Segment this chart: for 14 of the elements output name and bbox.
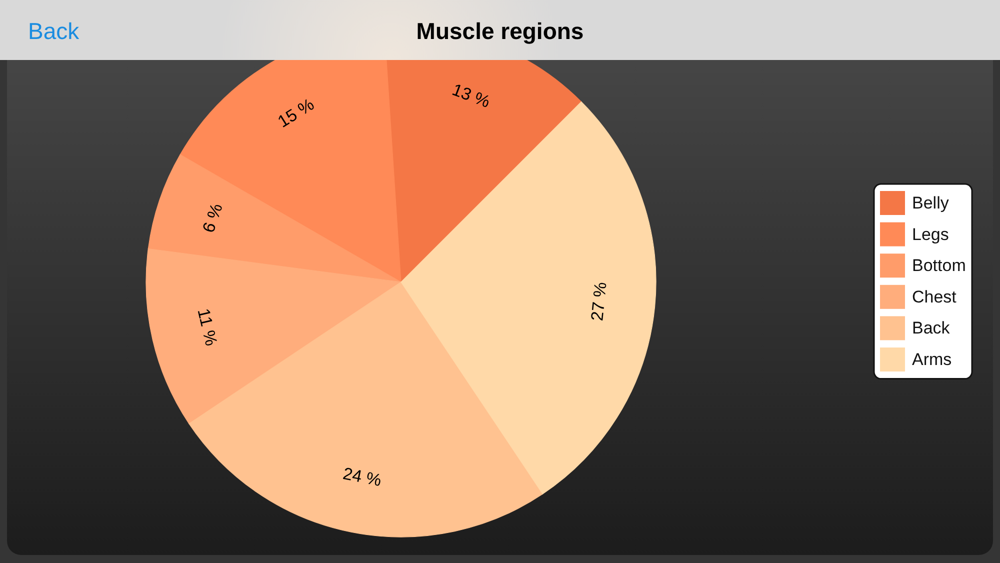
legend-label: Back — [912, 318, 950, 338]
legend-label: Belly — [912, 194, 950, 212]
data-label: 15 % — [274, 94, 318, 132]
data-label: 6 % — [198, 201, 226, 235]
chart-title: Muscle regions — [416, 18, 584, 44]
legend-label: Bottom — [912, 256, 966, 276]
text: Back — [28, 18, 80, 44]
legend-label: Legs — [912, 224, 949, 244]
data-label: 24 % — [341, 464, 384, 490]
data-label: 27 % — [588, 281, 610, 322]
legend-label: Chest — [912, 287, 957, 306]
data-label: 11 % — [194, 306, 221, 348]
legend-label: Arms — [912, 350, 952, 369]
data-label: 13 % — [450, 80, 493, 112]
